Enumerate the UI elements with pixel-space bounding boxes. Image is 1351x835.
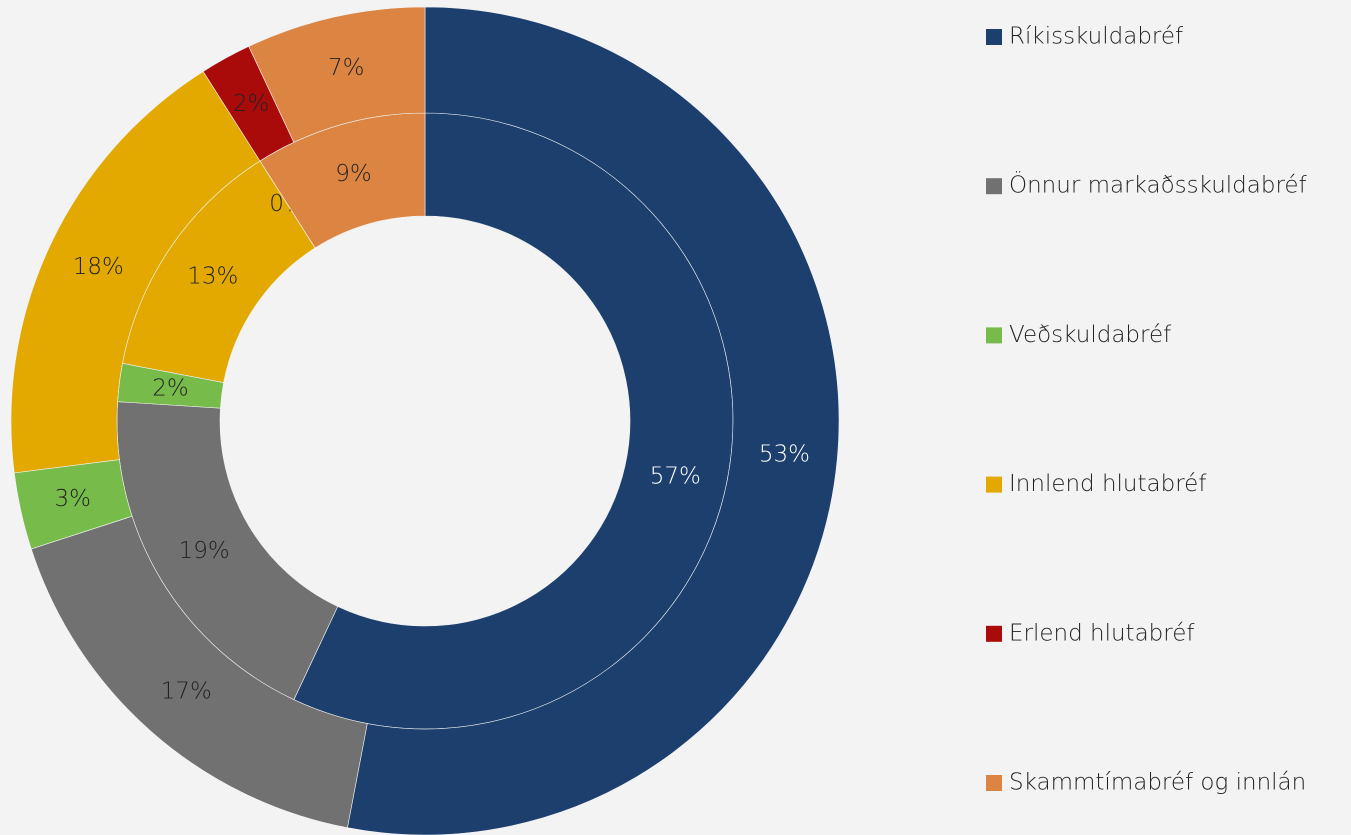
donut-slice [347, 6, 840, 835]
data-label: 2% [152, 375, 189, 401]
data-label: 57% [650, 463, 701, 489]
legend-label: Innlend hlutabréf [1009, 471, 1207, 497]
donut-slice [30, 515, 368, 829]
data-label: 9% [335, 161, 372, 187]
legend-label: Önnur markaðsskuldabréf [1009, 171, 1308, 199]
data-label: 17% [161, 678, 212, 704]
legend-swatch [986, 327, 1002, 344]
data-label: 53% [759, 441, 810, 467]
legend-label: Erlend hlutabréf [1009, 620, 1195, 646]
legend-label: Skammtímabréf og innlán [1009, 770, 1306, 796]
data-label: 19% [179, 538, 230, 564]
donut-slice [248, 6, 426, 143]
legend-label: Veðskuldabréf [1009, 322, 1172, 348]
data-label: 7% [328, 55, 365, 81]
legend-swatch [986, 29, 1002, 45]
legend-label: Ríkisskuldabréf [1009, 24, 1184, 50]
legend-swatch [986, 625, 1002, 642]
data-label: 18% [73, 254, 124, 280]
data-label: 13% [187, 263, 238, 289]
donut-slice [10, 71, 261, 474]
legend-swatch [986, 775, 1002, 791]
data-label: 2% [233, 91, 270, 117]
legend-swatch [986, 476, 1002, 493]
data-label: 3% [54, 486, 91, 512]
legend-swatch [986, 178, 1002, 195]
